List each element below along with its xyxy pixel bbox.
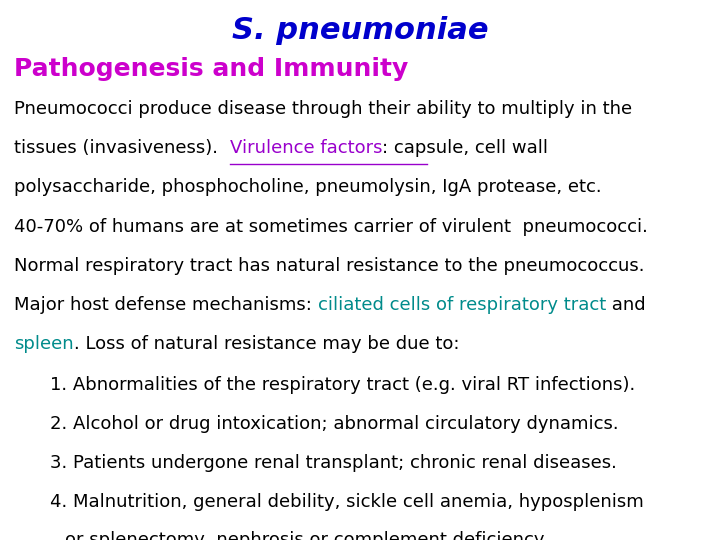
Text: or splenectomy, nephrosis or complement deficiency.: or splenectomy, nephrosis or complement … <box>65 531 547 540</box>
Text: Major host defense mechanisms:: Major host defense mechanisms: <box>14 296 318 314</box>
Text: 1. Abnormalities of the respiratory tract (e.g. viral RT infections).: 1. Abnormalities of the respiratory trac… <box>50 376 636 394</box>
Text: S. pneumoniae: S. pneumoniae <box>232 16 488 45</box>
Text: 3. Patients undergone renal transplant; chronic renal diseases.: 3. Patients undergone renal transplant; … <box>50 454 617 472</box>
Text: ciliated cells of respiratory tract: ciliated cells of respiratory tract <box>318 296 606 314</box>
Text: and: and <box>606 296 646 314</box>
Text: Pathogenesis and Immunity: Pathogenesis and Immunity <box>14 57 409 80</box>
Text: . Loss of natural resistance may be due to:: . Loss of natural resistance may be due … <box>74 335 459 353</box>
Text: : capsule, cell wall: : capsule, cell wall <box>382 139 549 157</box>
Text: polysaccharide, phosphocholine, pneumolysin, IgA protease, etc.: polysaccharide, phosphocholine, pneumoly… <box>14 178 602 195</box>
Text: Virulence factors: Virulence factors <box>230 139 382 157</box>
Text: 4. Malnutrition, general debility, sickle cell anemia, hyposplenism: 4. Malnutrition, general debility, sickl… <box>50 492 644 511</box>
Text: tissues (invasiveness).: tissues (invasiveness). <box>14 139 230 157</box>
Text: 40-70% of humans are at sometimes carrier of virulent  pneumococci.: 40-70% of humans are at sometimes carrie… <box>14 219 648 237</box>
Text: Normal respiratory tract has natural resistance to the pneumococcus.: Normal respiratory tract has natural res… <box>14 258 645 275</box>
Text: Pneumococci produce disease through their ability to multiply in the: Pneumococci produce disease through thei… <box>14 100 633 118</box>
Text: spleen: spleen <box>14 335 74 353</box>
Text: 2. Alcohol or drug intoxication; abnormal circulatory dynamics.: 2. Alcohol or drug intoxication; abnorma… <box>50 415 619 433</box>
